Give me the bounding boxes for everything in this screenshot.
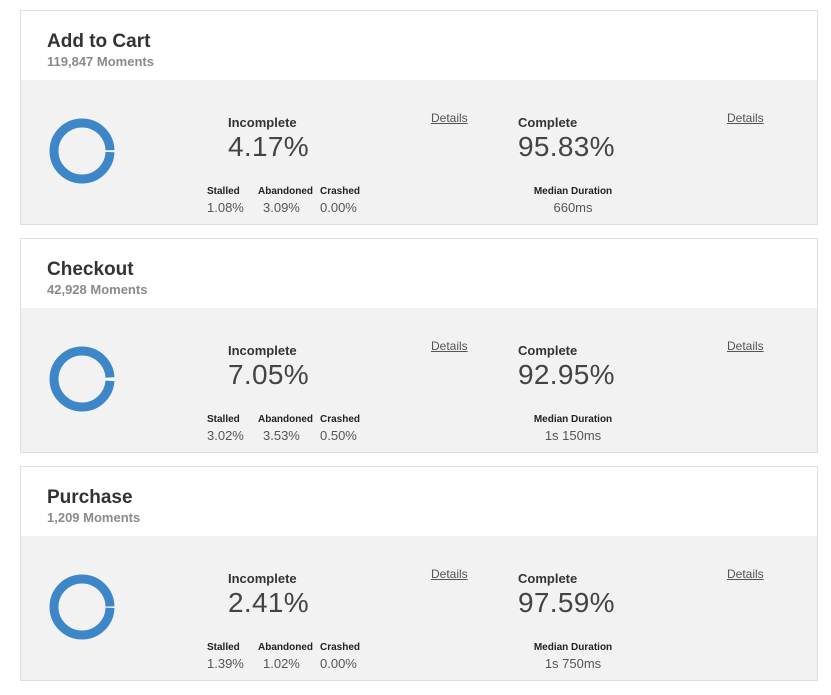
abandoned-label: Abandoned — [258, 414, 313, 425]
donut-incomplete-arc — [49, 118, 115, 184]
stalled-metric: Stalled 1.39% — [207, 642, 244, 671]
complete-percent: 92.95% — [518, 359, 615, 390]
stalled-label: Stalled — [207, 186, 240, 197]
stalled-metric: Stalled 3.02% — [207, 414, 244, 443]
moment-card: Add to Cart 119,847 Moments Incomplete 4… — [20, 10, 818, 225]
incomplete-percent: 4.17% — [228, 131, 309, 162]
complete-details-link[interactable]: Details — [727, 111, 764, 125]
complete-details-link[interactable]: Details — [727, 339, 764, 353]
crashed-metric: Crashed 0.50% — [320, 414, 360, 443]
incomplete-label: Incomplete — [228, 571, 297, 586]
median-duration-metric: Median Duration 660ms — [521, 186, 625, 215]
complete-label: Complete — [518, 571, 578, 586]
abandoned-metric: Abandoned 3.09% — [258, 186, 313, 215]
abandoned-value: 1.02% — [263, 656, 300, 671]
crashed-value: 0.50% — [320, 428, 357, 443]
crashed-metric: Crashed 0.00% — [320, 186, 360, 215]
crashed-label: Crashed — [320, 414, 361, 425]
incomplete-details-link[interactable]: Details — [431, 567, 468, 581]
donut-complete-arc — [49, 574, 115, 640]
moment-title: Purchase — [47, 487, 133, 508]
crashed-value: 0.00% — [320, 200, 357, 215]
incomplete-details-link[interactable]: Details — [431, 339, 468, 353]
incomplete-details-link[interactable]: Details — [431, 111, 468, 125]
moment-count: 42,928 Moments — [47, 282, 148, 297]
crashed-label: Crashed — [320, 642, 361, 653]
median-duration-value: 1s 750ms — [544, 656, 602, 671]
median-duration-metric: Median Duration 1s 150ms — [521, 414, 625, 443]
complete-label: Complete — [518, 343, 578, 358]
moment-card: Purchase 1,209 Moments Incomplete 2.41% … — [20, 466, 818, 681]
incomplete-percent: 2.41% — [228, 587, 309, 618]
card-header: Purchase 1,209 Moments — [21, 467, 817, 536]
abandoned-label: Abandoned — [258, 186, 313, 197]
crashed-value: 0.00% — [320, 656, 357, 671]
abandoned-metric: Abandoned 1.02% — [258, 642, 313, 671]
card-stats-panel: Incomplete 7.05% Details Stalled 3.02% A… — [21, 308, 817, 452]
stalled-value: 1.39% — [207, 656, 244, 671]
donut-complete-arc — [49, 346, 115, 412]
completion-donut-chart — [49, 346, 115, 412]
completion-donut-chart — [49, 574, 115, 640]
moment-count: 1,209 Moments — [47, 510, 141, 525]
stalled-metric: Stalled 1.08% — [207, 186, 244, 215]
median-duration-value: 1s 150ms — [544, 428, 602, 443]
abandoned-metric: Abandoned 3.53% — [258, 414, 313, 443]
card-stats-panel: Incomplete 2.41% Details Stalled 1.39% A… — [21, 536, 817, 680]
card-header: Add to Cart 119,847 Moments — [21, 11, 817, 80]
incomplete-percent: 7.05% — [228, 359, 309, 390]
stalled-value: 3.02% — [207, 428, 244, 443]
stalled-label: Stalled — [207, 414, 240, 425]
incomplete-label: Incomplete — [228, 115, 297, 130]
complete-details-link[interactable]: Details — [727, 567, 764, 581]
moment-card: Checkout 42,928 Moments Incomplete 7.05%… — [20, 238, 818, 453]
median-duration-label: Median Duration — [533, 414, 613, 425]
crashed-metric: Crashed 0.00% — [320, 642, 360, 671]
median-duration-label: Median Duration — [533, 642, 613, 653]
median-duration-metric: Median Duration 1s 750ms — [521, 642, 625, 671]
moment-title: Add to Cart — [47, 31, 151, 52]
complete-label: Complete — [518, 115, 578, 130]
abandoned-value: 3.53% — [263, 428, 300, 443]
moment-title: Checkout — [47, 259, 134, 280]
stalled-label: Stalled — [207, 642, 240, 653]
card-header: Checkout 42,928 Moments — [21, 239, 817, 308]
abandoned-value: 3.09% — [263, 200, 300, 215]
crashed-label: Crashed — [320, 186, 361, 197]
median-duration-value: 660ms — [553, 200, 593, 215]
completion-donut-chart — [49, 118, 115, 184]
stalled-value: 1.08% — [207, 200, 244, 215]
median-duration-label: Median Duration — [533, 186, 613, 197]
abandoned-label: Abandoned — [258, 642, 313, 653]
donut-incomplete-arc — [49, 346, 115, 412]
incomplete-label: Incomplete — [228, 343, 297, 358]
moment-count: 119,847 Moments — [47, 54, 154, 69]
complete-percent: 95.83% — [518, 131, 615, 162]
complete-percent: 97.59% — [518, 587, 615, 618]
card-stats-panel: Incomplete 4.17% Details Stalled 1.08% A… — [21, 80, 817, 224]
donut-complete-arc — [49, 118, 115, 184]
donut-incomplete-arc — [49, 574, 115, 640]
